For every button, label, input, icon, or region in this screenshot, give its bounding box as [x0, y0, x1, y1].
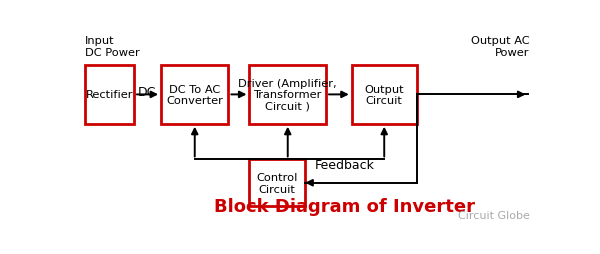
Text: Driver (Amplifier,
Transformer
Circuit ): Driver (Amplifier, Transformer Circuit )	[238, 78, 337, 112]
Text: Circuit Globe: Circuit Globe	[458, 210, 530, 220]
FancyBboxPatch shape	[250, 66, 326, 124]
Text: Feedback: Feedback	[314, 158, 374, 171]
Text: DC: DC	[138, 86, 156, 99]
FancyBboxPatch shape	[85, 66, 134, 124]
FancyBboxPatch shape	[161, 66, 229, 124]
Text: DC To AC
Converter: DC To AC Converter	[166, 84, 223, 106]
Text: Block Diagram of Inverter: Block Diagram of Inverter	[215, 197, 476, 215]
Text: Input
DC Power: Input DC Power	[85, 36, 140, 58]
Text: Output AC
Power: Output AC Power	[471, 36, 530, 58]
Text: Output
Circuit: Output Circuit	[364, 84, 404, 106]
Text: Rectifier: Rectifier	[86, 90, 133, 100]
Text: Control
Circuit: Control Circuit	[257, 172, 298, 194]
FancyBboxPatch shape	[352, 66, 417, 124]
FancyBboxPatch shape	[250, 160, 305, 207]
